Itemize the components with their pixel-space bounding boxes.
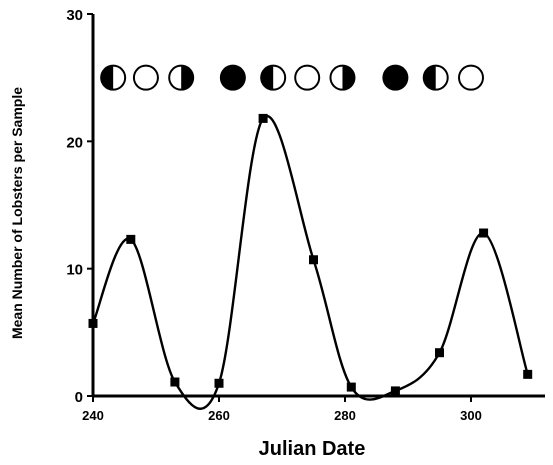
y-tick-label: 10: [66, 262, 83, 279]
x-tick-label: 240: [82, 408, 104, 423]
x-tick-label: 260: [208, 408, 230, 423]
data-point: [170, 377, 180, 387]
y-tick-label: 0: [75, 389, 83, 406]
y-tick-label: 30: [66, 7, 83, 24]
data-point: [479, 228, 489, 238]
data-point: [390, 386, 400, 396]
data-point: [309, 255, 318, 265]
data-point: [258, 113, 268, 123]
moon-phase-half-dark-left-icon: [100, 64, 127, 91]
moon-phase-row: [100, 64, 484, 91]
x-ticks: 240 260 280 300: [82, 396, 482, 423]
data-point: [214, 378, 224, 388]
y-axis-title: Mean Number of Lobsters per Sample: [9, 87, 25, 339]
data-point: [88, 318, 98, 328]
moon-phase-full-icon: [458, 64, 484, 91]
x-tick-label: 280: [334, 408, 356, 423]
data-point: [435, 348, 444, 358]
data-point: [523, 369, 533, 379]
moon-phase-full-icon: [294, 64, 321, 91]
y-tick-label: 20: [66, 134, 83, 151]
moon-phase-half-dark-right-icon: [168, 64, 195, 91]
moon-phase-new-icon: [382, 64, 409, 91]
data-point: [126, 234, 136, 244]
moon-phase-full-icon: [132, 64, 159, 91]
x-tick-label: 300: [460, 408, 482, 423]
x-axis-title: Julian Date: [259, 438, 366, 460]
moon-phase-half-dark-right-icon: [329, 64, 356, 91]
moon-phase-half-dark-left-icon: [422, 64, 449, 91]
moon-phase-new-icon: [219, 64, 246, 91]
series-line: [91, 114, 529, 410]
axes: [91, 14, 545, 398]
series-markers: [88, 113, 533, 396]
moon-phase-half-dark-left-icon: [260, 64, 287, 91]
data-point: [346, 382, 356, 392]
y-ticks: 0 10 20 30: [66, 7, 93, 406]
